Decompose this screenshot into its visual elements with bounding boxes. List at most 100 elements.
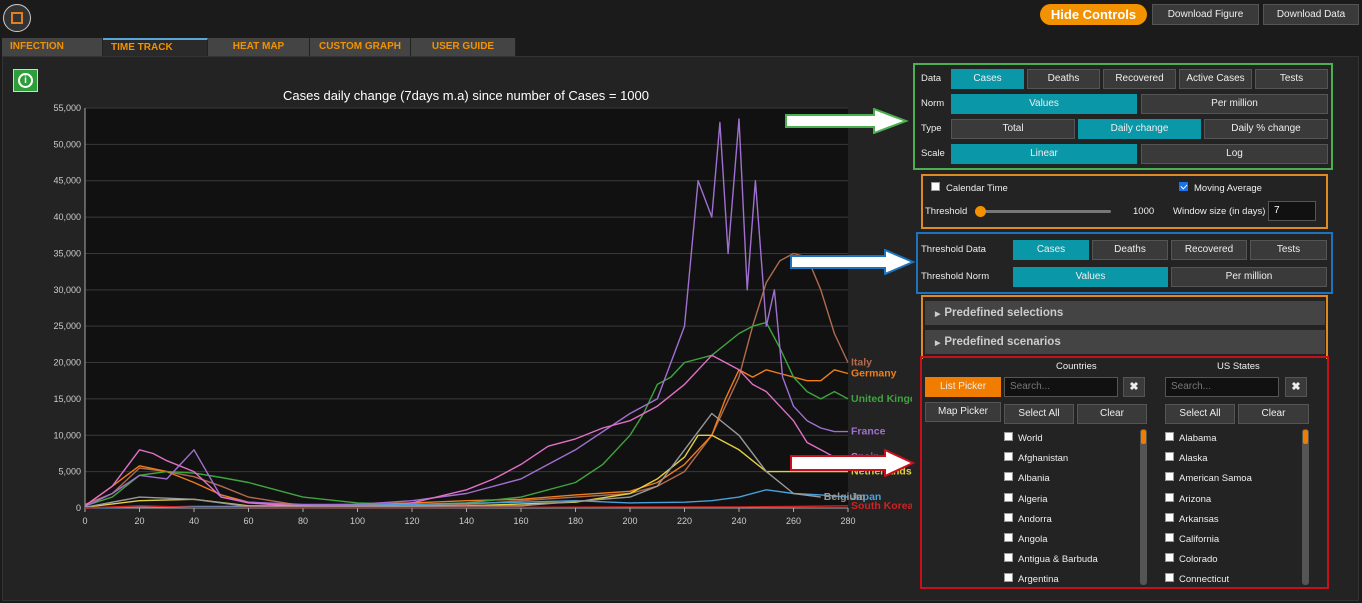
states-scrollbar-thumb[interactable] xyxy=(1303,430,1308,444)
series-line-united-kingdom[interactable] xyxy=(84,321,849,507)
tab-custom-graph[interactable]: CUSTOM GRAPH xyxy=(310,38,411,56)
state-checkbox[interactable] xyxy=(1165,553,1174,563)
x-tick-label: 0 xyxy=(82,516,87,526)
predefined-scenarios-label: Predefined scenarios xyxy=(944,336,1061,348)
y-tick-label: 20,000 xyxy=(53,358,81,368)
series-line-south-korea[interactable] xyxy=(84,505,849,509)
green-annotation-arrow-icon xyxy=(785,108,909,134)
threshold-slider-handle[interactable] xyxy=(975,206,986,217)
state-checkbox[interactable] xyxy=(1165,512,1174,522)
map-picker-button[interactable]: Map Picker xyxy=(925,402,1001,422)
threshold-data-tests-button[interactable]: Tests xyxy=(1250,240,1327,260)
country-label: Argentina xyxy=(1018,574,1059,586)
app-logo-icon[interactable] xyxy=(3,4,31,32)
predefined-box xyxy=(921,295,1328,359)
x-tick-label: 220 xyxy=(677,516,692,526)
series-line-france[interactable] xyxy=(84,118,848,508)
series-label: France xyxy=(851,426,886,438)
data-active-cases-button[interactable]: Active Cases xyxy=(1179,69,1252,89)
plot-area xyxy=(85,108,848,508)
states-search-input[interactable]: Search... xyxy=(1165,377,1279,397)
states-clear-search-icon[interactable]: ✖ xyxy=(1285,377,1307,397)
fullscreen-icon xyxy=(11,12,23,24)
scale-linear-button[interactable]: Linear xyxy=(951,144,1137,164)
series-line-belgium[interactable] xyxy=(84,412,821,508)
data-cases-button[interactable]: Cases xyxy=(951,69,1024,89)
scale-log-button[interactable]: Log xyxy=(1141,144,1328,164)
state-label: American Samoa xyxy=(1179,473,1252,485)
data-tests-button[interactable]: Tests xyxy=(1255,69,1328,89)
main-tabs: INFECTION MAPS TIME TRACK HEAT MAP CUSTO… xyxy=(2,38,516,70)
window-size-input[interactable]: 7 xyxy=(1268,201,1316,221)
data-recovered-button[interactable]: Recovered xyxy=(1103,69,1176,89)
country-checkbox[interactable] xyxy=(1004,492,1013,502)
series-label: Japan xyxy=(851,491,881,503)
calendar-time-checkbox[interactable] xyxy=(931,182,940,191)
threshold-slider-track[interactable] xyxy=(980,210,1111,213)
predefined-selections-accordion[interactable]: ▶ Predefined selections xyxy=(925,301,1325,325)
threshold-data-recovered-button[interactable]: Recovered xyxy=(1171,240,1247,260)
type-daily-pct-change-button[interactable]: Daily % change xyxy=(1204,119,1328,139)
series-line-spain[interactable] xyxy=(84,354,848,508)
download-figure-button[interactable]: Download Figure xyxy=(1152,4,1259,25)
window-size-label: Window size (in days) xyxy=(1173,206,1266,217)
time-options-box xyxy=(921,174,1328,229)
countries-select-all-button[interactable]: Select All xyxy=(1004,404,1074,424)
tab-heat-map[interactable]: HEAT MAP xyxy=(208,38,310,56)
state-checkbox[interactable] xyxy=(1165,472,1174,482)
state-checkbox[interactable] xyxy=(1165,533,1174,542)
series-line-germany[interactable] xyxy=(84,369,849,507)
x-tick-label: 60 xyxy=(243,516,253,526)
state-label: Alaska xyxy=(1179,453,1208,465)
threshold-norm-values-button[interactable]: Values xyxy=(1013,267,1168,287)
country-checkbox[interactable] xyxy=(1004,432,1013,441)
states-select-all-button[interactable]: Select All xyxy=(1165,404,1235,424)
moving-average-checkbox[interactable] xyxy=(1179,182,1188,191)
x-tick-label: 160 xyxy=(513,516,528,526)
scale-label: Scale xyxy=(921,148,945,159)
x-tick-label: 80 xyxy=(298,516,308,526)
countries-scrollbar[interactable] xyxy=(1140,429,1147,585)
y-tick-label: 50,000 xyxy=(53,139,81,149)
hide-controls-button[interactable]: Hide Controls xyxy=(1040,4,1147,25)
data-deaths-button[interactable]: Deaths xyxy=(1027,69,1100,89)
x-tick-label: 180 xyxy=(568,516,583,526)
norm-values-button[interactable]: Values xyxy=(951,94,1137,114)
country-checkbox[interactable] xyxy=(1004,573,1013,583)
predefined-scenarios-accordion[interactable]: ▶ Predefined scenarios xyxy=(925,330,1325,354)
threshold-norm-per-million-button[interactable]: Per million xyxy=(1171,267,1327,287)
countries-title: Countries xyxy=(1056,361,1097,372)
country-checkbox[interactable] xyxy=(1004,472,1013,482)
type-total-button[interactable]: Total xyxy=(951,119,1075,139)
state-checkbox[interactable] xyxy=(1165,432,1174,441)
countries-clear-button[interactable]: Clear xyxy=(1077,404,1147,424)
country-checkbox[interactable] xyxy=(1004,512,1013,522)
time-track-chart[interactable]: 0 5,000 10,000 15,000 20,000 25,000 30,000 35,0… xyxy=(40,100,912,540)
state-checkbox[interactable] xyxy=(1165,573,1174,583)
tab-user-guide[interactable]: USER GUIDE xyxy=(411,38,516,56)
x-tick-label: 260 xyxy=(786,516,801,526)
series-line-italy[interactable] xyxy=(84,252,849,508)
country-checkbox[interactable] xyxy=(1004,553,1013,563)
states-clear-button[interactable]: Clear xyxy=(1238,404,1309,424)
country-checkbox[interactable] xyxy=(1004,533,1013,542)
norm-per-million-button[interactable]: Per million xyxy=(1141,94,1328,114)
countries-clear-search-icon[interactable]: ✖ xyxy=(1123,377,1145,397)
countries-search-input[interactable]: Search... xyxy=(1004,377,1118,397)
x-tick-label: 140 xyxy=(459,516,474,526)
threshold-norm-label: Threshold Norm xyxy=(921,271,990,282)
threshold-data-cases-button[interactable]: Cases xyxy=(1013,240,1089,260)
state-checkbox[interactable] xyxy=(1165,452,1174,462)
threshold-data-deaths-button[interactable]: Deaths xyxy=(1092,240,1168,260)
download-data-button[interactable]: Download Data xyxy=(1263,4,1359,25)
type-daily-change-button[interactable]: Daily change xyxy=(1078,119,1201,139)
country-checkbox[interactable] xyxy=(1004,452,1013,462)
state-checkbox[interactable] xyxy=(1165,492,1174,502)
y-tick-label: 45,000 xyxy=(53,176,81,186)
list-picker-button[interactable]: List Picker xyxy=(925,377,1001,397)
tab-time-track[interactable]: TIME TRACK xyxy=(103,38,208,56)
states-scrollbar[interactable] xyxy=(1302,429,1309,585)
countries-scrollbar-thumb[interactable] xyxy=(1141,430,1146,444)
tab-infection-maps[interactable]: INFECTION MAPS xyxy=(2,38,103,70)
info-button[interactable]: i xyxy=(13,69,38,92)
